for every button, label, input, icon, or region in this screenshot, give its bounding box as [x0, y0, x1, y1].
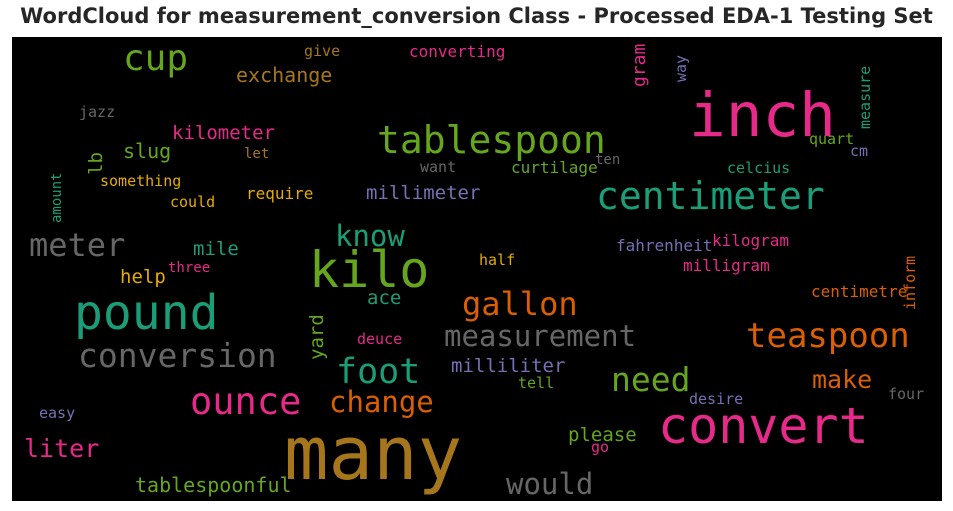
word-centimetre: centimetre: [811, 282, 908, 301]
word-inform: inform: [901, 255, 919, 310]
chart-title: WordCloud for measurement_conversion Cla…: [20, 4, 933, 28]
word-need: need: [611, 360, 691, 399]
word-cloud: many inch convert kilo pound tablespoon …: [12, 37, 942, 501]
word-tablespoon: tablespoon: [377, 118, 606, 162]
word-gram: gram: [629, 43, 650, 87]
word-fahrenheit: fahrenheit: [616, 236, 713, 255]
word-inch: inch: [689, 80, 836, 151]
word-liter: liter: [24, 434, 100, 463]
word-amount: amount: [49, 172, 65, 223]
word-measurement: measurement: [444, 319, 637, 353]
word-milliliter: milliliter: [451, 355, 566, 377]
word-give: give: [304, 42, 341, 60]
word-tablespoonful: tablespoonful: [135, 473, 292, 497]
word-exchange: exchange: [236, 63, 333, 87]
word-quart: quart: [809, 130, 855, 148]
word-want: want: [420, 158, 457, 176]
word-celcius: celcius: [727, 159, 791, 177]
word-centimeter: centimeter: [596, 174, 825, 218]
word-go: go: [591, 438, 610, 456]
word-know: know: [335, 219, 405, 253]
word-curtilage: curtilage: [511, 158, 598, 177]
word-four: four: [888, 385, 925, 403]
word-slug: slug: [123, 139, 172, 163]
word-please: please: [568, 424, 637, 446]
word-deuce: deuce: [357, 330, 403, 348]
word-meter: meter: [29, 226, 126, 264]
word-change: change: [329, 385, 434, 419]
word-would: would: [506, 467, 594, 501]
word-kilo: kilo: [309, 241, 430, 299]
word-cup: cup: [123, 38, 189, 79]
word-something: something: [100, 172, 182, 190]
word-could: could: [170, 193, 216, 211]
word-three: three: [168, 260, 211, 276]
word-tell: tell: [518, 374, 555, 392]
word-ounce: ounce: [190, 380, 302, 423]
word-kilometer: kilometer: [172, 122, 275, 144]
word-yard: yard: [306, 314, 328, 360]
word-convert: convert: [658, 397, 869, 455]
word-ten: ten: [595, 152, 621, 168]
word-teaspoon: teaspoon: [746, 316, 910, 356]
word-require: require: [246, 184, 314, 203]
word-foot: foot: [336, 352, 421, 392]
word-milligram: milligram: [683, 256, 770, 275]
word-kilogram: kilogram: [712, 231, 790, 250]
word-make: make: [812, 365, 873, 394]
word-pound: pound: [74, 285, 219, 341]
word-easy: easy: [39, 404, 76, 422]
word-desire: desire: [689, 390, 744, 408]
word-help: help: [120, 266, 166, 288]
word-half: half: [479, 251, 516, 269]
word-cm: cm: [850, 142, 869, 160]
word-converting: converting: [409, 42, 506, 61]
word-many: many: [284, 411, 463, 497]
word-jazz: jazz: [79, 103, 116, 121]
word-ace: ace: [367, 287, 402, 309]
word-let: let: [244, 146, 270, 162]
word-mile: mile: [193, 238, 239, 260]
word-gallon: gallon: [462, 285, 578, 323]
word-conversion: conversion: [78, 336, 277, 375]
word-millimeter: millimeter: [366, 182, 481, 204]
word-way: way: [672, 54, 690, 82]
word-measure: measure: [856, 65, 874, 129]
